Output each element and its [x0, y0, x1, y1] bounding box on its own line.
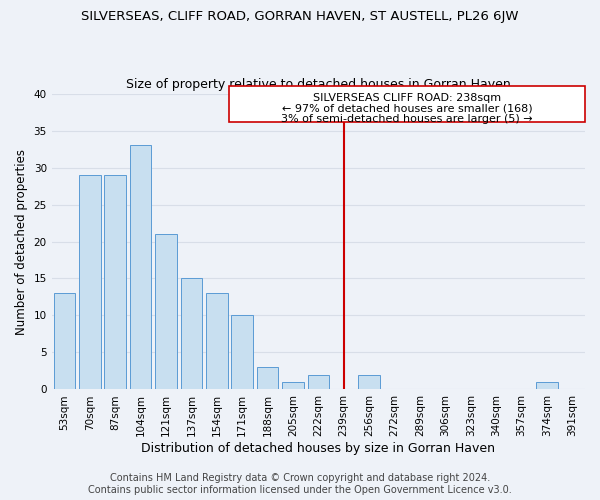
Bar	[155, 234, 177, 390]
Text: SILVERSEAS, CLIFF ROAD, GORRAN HAVEN, ST AUSTELL, PL26 6JW: SILVERSEAS, CLIFF ROAD, GORRAN HAVEN, ST…	[81, 10, 519, 23]
Title: Size of property relative to detached houses in Gorran Haven: Size of property relative to detached ho…	[126, 78, 511, 91]
Bar	[257, 368, 278, 390]
Bar	[358, 374, 380, 390]
Bar	[282, 382, 304, 390]
Bar	[53, 294, 75, 390]
Y-axis label: Number of detached properties: Number of detached properties	[15, 148, 28, 334]
Text: 3% of semi-detached houses are larger (5) →: 3% of semi-detached houses are larger (5…	[281, 114, 533, 124]
Bar	[181, 278, 202, 390]
Bar	[104, 175, 126, 390]
Bar	[232, 316, 253, 390]
Bar	[130, 146, 151, 390]
Text: Contains HM Land Registry data © Crown copyright and database right 2024.
Contai: Contains HM Land Registry data © Crown c…	[88, 474, 512, 495]
Bar	[308, 374, 329, 390]
Bar	[206, 294, 227, 390]
X-axis label: Distribution of detached houses by size in Gorran Haven: Distribution of detached houses by size …	[142, 442, 496, 455]
FancyBboxPatch shape	[229, 86, 585, 122]
Text: ← 97% of detached houses are smaller (168): ← 97% of detached houses are smaller (16…	[282, 104, 533, 114]
Bar	[536, 382, 557, 390]
Text: SILVERSEAS CLIFF ROAD: 238sqm: SILVERSEAS CLIFF ROAD: 238sqm	[313, 93, 501, 103]
Bar	[79, 175, 101, 390]
